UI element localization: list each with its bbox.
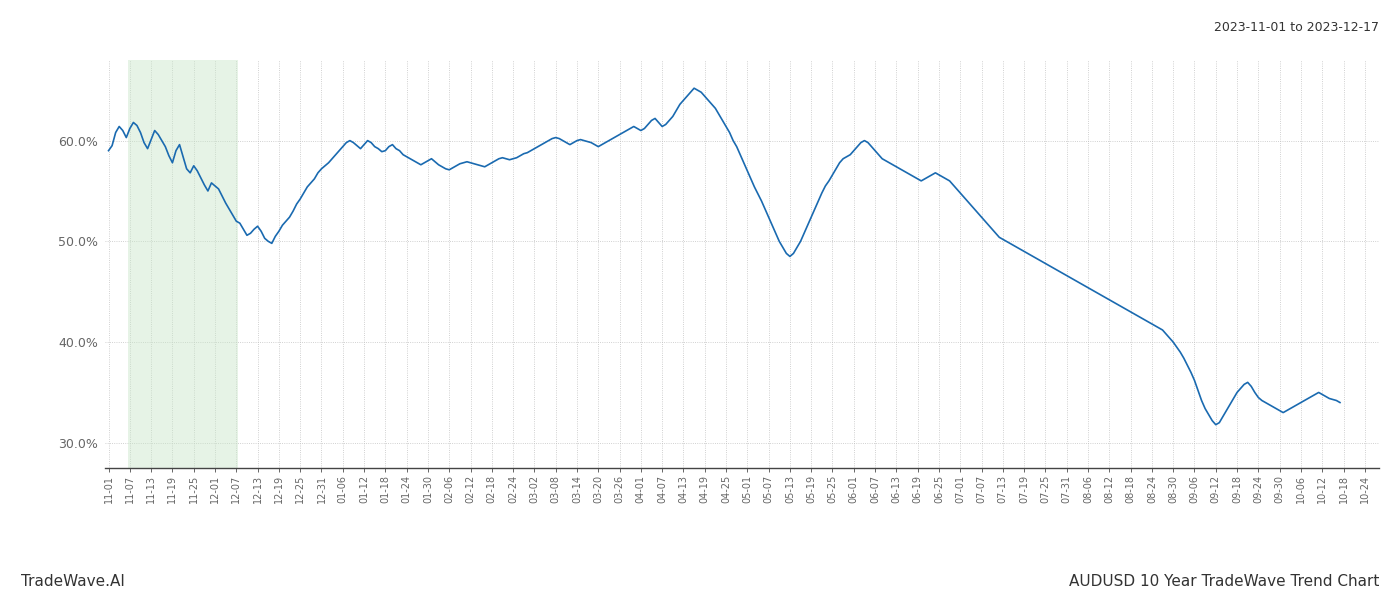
Bar <box>127 60 238 468</box>
Text: AUDUSD 10 Year TradeWave Trend Chart: AUDUSD 10 Year TradeWave Trend Chart <box>1068 574 1379 589</box>
Text: TradeWave.AI: TradeWave.AI <box>21 574 125 589</box>
Text: 2023-11-01 to 2023-12-17: 2023-11-01 to 2023-12-17 <box>1214 21 1379 34</box>
